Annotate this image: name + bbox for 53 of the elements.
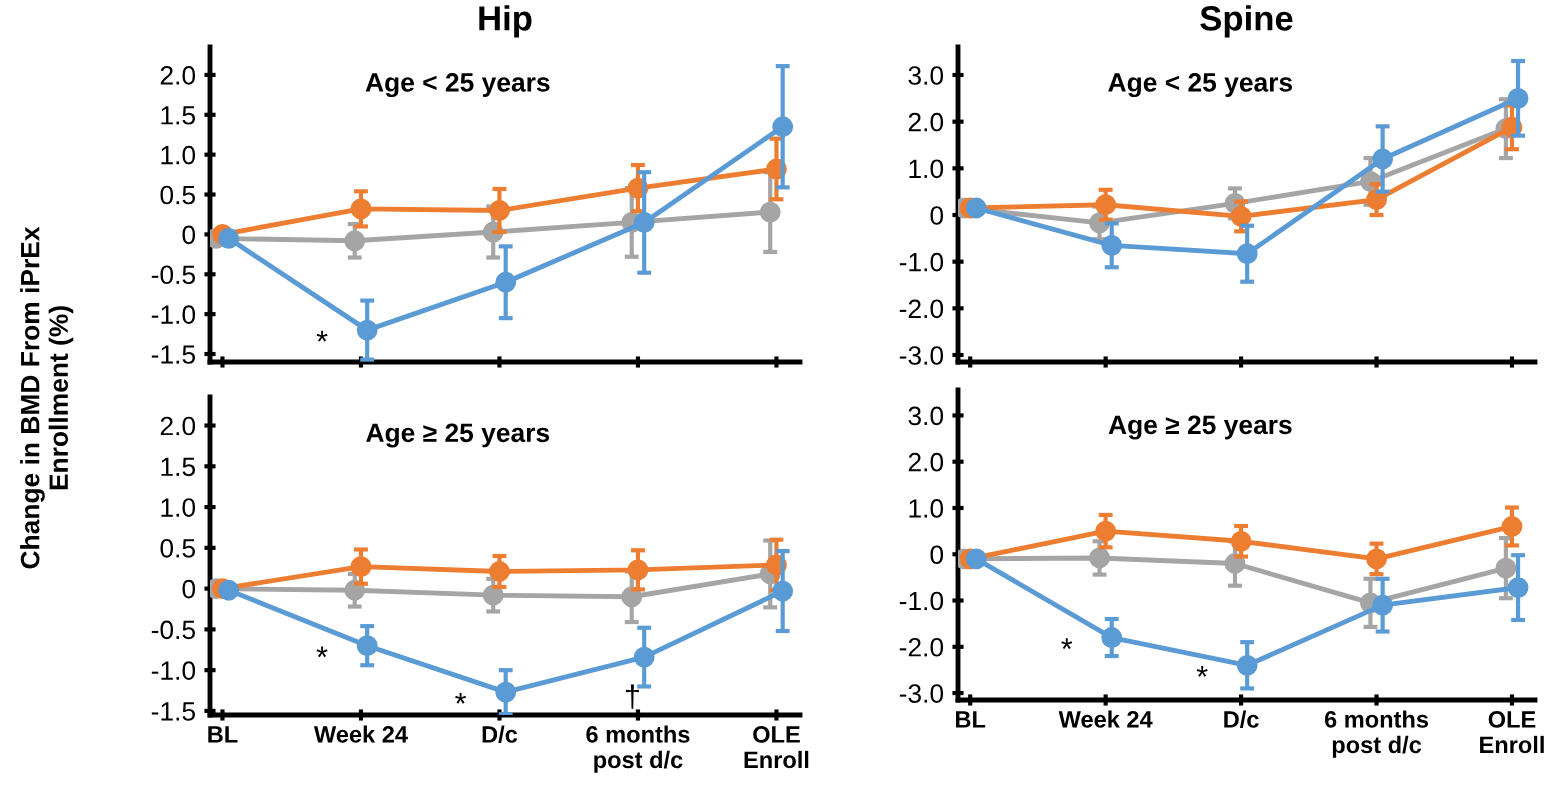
y-tick-label: 2.0 [160, 66, 196, 85]
x-tick-label: OLE Enroll [1480, 711, 1544, 754]
x-tick-label: BL [956, 711, 986, 728]
y-tick-label: -1.0 [899, 591, 944, 611]
annotation: † [625, 684, 639, 709]
annotation: * [1196, 666, 1208, 677]
y-tick-label: 0 [182, 225, 196, 245]
chart-title: Hip [479, 5, 532, 38]
y-tick-label: -2.0 [899, 299, 944, 319]
y-tick-label: -1.0 [899, 252, 944, 272]
annotation: * [316, 330, 328, 342]
y-tick-label: 0 [182, 579, 196, 599]
y-axis-title: Change in BMD From iPrEx Enrollment (%) [20, 226, 74, 569]
y-tick-label: -1.0 [151, 305, 196, 324]
y-tick-label: 1.0 [909, 499, 944, 518]
annotation: * [455, 692, 467, 704]
x-tick-label: OLE Enroll [744, 726, 809, 769]
y-tick-label: 1.0 [161, 498, 196, 517]
x-tick-label: D/c [482, 725, 518, 743]
text: Age ≥ 25 years [366, 423, 550, 448]
y-tick-label: 0 [930, 545, 944, 565]
x-tick-label: Week 24 [313, 725, 408, 743]
annotation: * [1061, 638, 1073, 650]
y-tick-label: -3.0 [899, 346, 944, 365]
y-tick-label: 0 [930, 206, 944, 225]
x-tick-label: BL [208, 726, 238, 743]
y-tick-label: 0.5 [160, 538, 196, 558]
y-tick-label: -1.0 [151, 661, 196, 680]
text: Age < 25 years [1108, 73, 1293, 98]
y-tick-label: 1.5 [161, 457, 196, 477]
y-tick-label: 1.0 [161, 145, 196, 165]
y-tick-label: 0.5 [160, 185, 196, 205]
text: Age < 25 years [365, 73, 550, 98]
y-tick-label: 2.0 [908, 452, 944, 472]
text: Age ≥ 25 years [1108, 415, 1292, 440]
y-tick-label: -1.5 [151, 345, 196, 364]
y-tick-label: 1.0 [909, 159, 944, 179]
y-tick-label: -0.5 [151, 620, 196, 640]
y-tick-label: -0.5 [151, 265, 196, 285]
y-tick-label: 2.0 [160, 416, 196, 436]
annotation: * [316, 646, 328, 658]
y-tick-label: -2.0 [899, 637, 944, 657]
y-tick-label: 3.0 [908, 406, 944, 426]
y-tick-label: 2.0 [908, 112, 944, 132]
chart-title: Spine [1200, 5, 1293, 38]
x-tick-label: 6 months post d/c [586, 725, 690, 773]
y-tick-label: 3.0 [908, 66, 944, 85]
y-tick-label: -3.0 [899, 684, 944, 703]
x-tick-label: D/c [1224, 710, 1259, 728]
y-tick-label: 1.5 [161, 106, 196, 125]
y-tick-label: -1.5 [151, 702, 196, 721]
x-tick-label: 6 months post d/c [1324, 710, 1429, 758]
x-tick-label: Week 24 [1058, 710, 1153, 728]
